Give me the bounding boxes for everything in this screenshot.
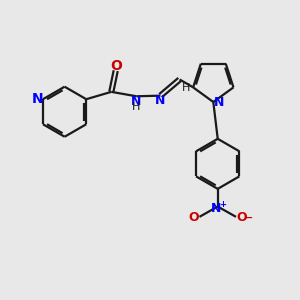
Text: N: N [32,92,44,106]
Text: H: H [182,83,190,93]
Text: N: N [155,94,166,107]
Text: O: O [110,59,122,73]
Text: H: H [132,103,140,112]
Text: −: − [245,212,253,222]
Text: O: O [189,211,200,224]
Text: +: + [219,200,226,209]
Text: O: O [236,211,247,224]
Text: N: N [211,202,221,214]
Text: N: N [131,95,142,108]
Text: N: N [213,96,224,109]
